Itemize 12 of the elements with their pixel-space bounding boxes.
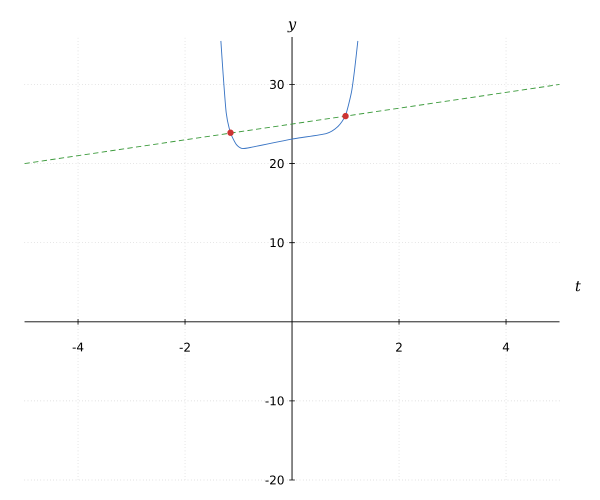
y-tick-label: -10 [265,396,284,406]
x-tick-label: -2 [180,342,190,352]
x-tick-label: 4 [502,342,510,352]
y-tick-label: -20 [265,475,284,485]
line-series [220,40,358,150]
y-tick-label: 30 [270,80,284,90]
x-tick-label: -4 [72,342,84,352]
y-tick-label: 20 [270,159,284,168]
y-axis-title: y [287,21,296,32]
x-axis-title: t [576,281,581,292]
x-tick-label: 2 [396,342,402,352]
y-tick-label: 10 [270,238,284,248]
